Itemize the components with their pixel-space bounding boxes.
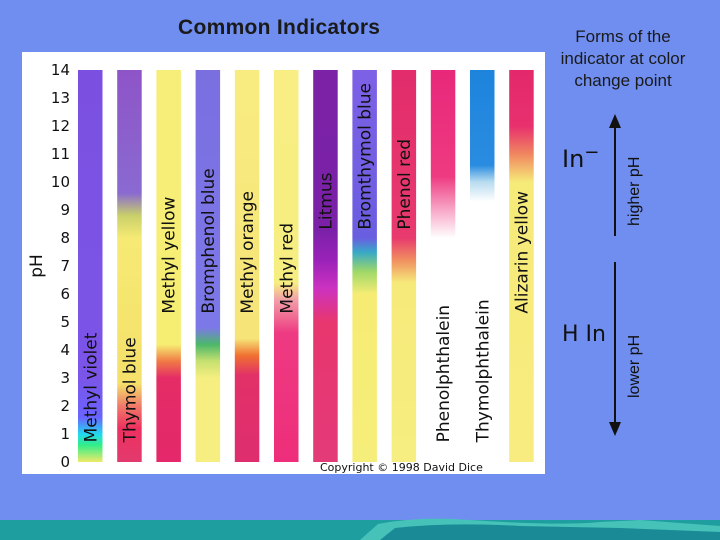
indicator-label: Methyl violet bbox=[81, 332, 101, 442]
indicator-column-methyl-yellow bbox=[156, 70, 181, 462]
y-tick-label: 0 bbox=[60, 453, 70, 471]
indicator-column-phenolphthalein bbox=[430, 70, 456, 462]
acid-form-label: H In bbox=[562, 322, 606, 347]
ion-form-label: In− bbox=[562, 142, 599, 173]
indicator-label: Methyl orange bbox=[238, 191, 258, 314]
indicator-column-litmus bbox=[313, 70, 338, 462]
indicator-column-bromphenol-blue bbox=[195, 70, 221, 462]
higher-ph-label: higher pH bbox=[626, 157, 643, 226]
indicator-label: Thymolphthalein bbox=[473, 299, 493, 443]
up-arrow-icon bbox=[609, 114, 621, 128]
down-arrow-icon bbox=[609, 422, 621, 436]
indicator-label: Phenolphthalein bbox=[434, 305, 454, 443]
y-tick-label: 12 bbox=[51, 117, 70, 135]
ph-direction-arrows: higher pH lower pH bbox=[609, 114, 643, 436]
indicator-column-thymolphthalein bbox=[470, 70, 495, 462]
ion-charge: − bbox=[584, 142, 600, 163]
forms-title: Forms of the indicator at color change p… bbox=[548, 26, 698, 92]
y-tick-label: 2 bbox=[60, 397, 70, 415]
forms-title-line: change point bbox=[574, 71, 672, 90]
y-tick-label: 8 bbox=[60, 229, 70, 247]
indicator-label: Phenol red bbox=[395, 139, 415, 230]
y-tick-label: 6 bbox=[60, 285, 70, 303]
indicator-column-methyl-red bbox=[274, 70, 299, 462]
indicator-column-phenol-red bbox=[391, 70, 417, 462]
indicator-label: Bromphenol blue bbox=[199, 168, 219, 313]
indicator-column-alizarin-yellow bbox=[509, 70, 534, 462]
indicator-label: Litmus bbox=[316, 172, 336, 229]
y-tick-label: 7 bbox=[60, 257, 70, 275]
indicator-column-thymol-blue bbox=[117, 70, 142, 462]
y-tick-label: 11 bbox=[51, 145, 70, 163]
indicator-column-bromthymol-blue bbox=[352, 70, 377, 462]
y-tick-label: 10 bbox=[51, 173, 70, 191]
indicator-label: Methyl red bbox=[277, 223, 297, 314]
y-tick-label: 5 bbox=[60, 313, 70, 331]
y-tick-label: 3 bbox=[60, 369, 70, 387]
y-tick-label: 14 bbox=[51, 61, 70, 79]
indicator-chart-panel: 0 1 2 3 4 5 6 7 8 9 10 11 12 13 14 pH Methyl violet Thymo… bbox=[22, 52, 545, 474]
forms-title-line: Forms of the bbox=[575, 27, 671, 46]
indicator-label: Methyl yellow bbox=[160, 196, 180, 313]
ion-form-text: In bbox=[562, 145, 585, 173]
lower-ph-label: lower pH bbox=[626, 335, 643, 398]
y-tick-label: 13 bbox=[51, 89, 70, 107]
copyright-text: Copyright © 1998 David Dice bbox=[320, 461, 483, 474]
page-title: Common Indicators bbox=[178, 16, 381, 39]
forms-title-line: indicator at color bbox=[560, 49, 686, 68]
indicator-column-methyl-violet bbox=[78, 70, 103, 462]
y-tick-label: 4 bbox=[60, 341, 70, 359]
indicator-label: Bromthymol blue bbox=[356, 83, 376, 230]
indicator-label: Thymol blue bbox=[120, 337, 140, 443]
indicator-label: Alizarin yellow bbox=[512, 191, 532, 314]
bottom-decorative-band bbox=[0, 518, 720, 540]
indicator-column-methyl-orange bbox=[234, 70, 260, 462]
y-tick-label: 1 bbox=[60, 425, 70, 443]
y-tick-label: 9 bbox=[60, 201, 70, 219]
y-axis-label: pH bbox=[27, 254, 47, 278]
